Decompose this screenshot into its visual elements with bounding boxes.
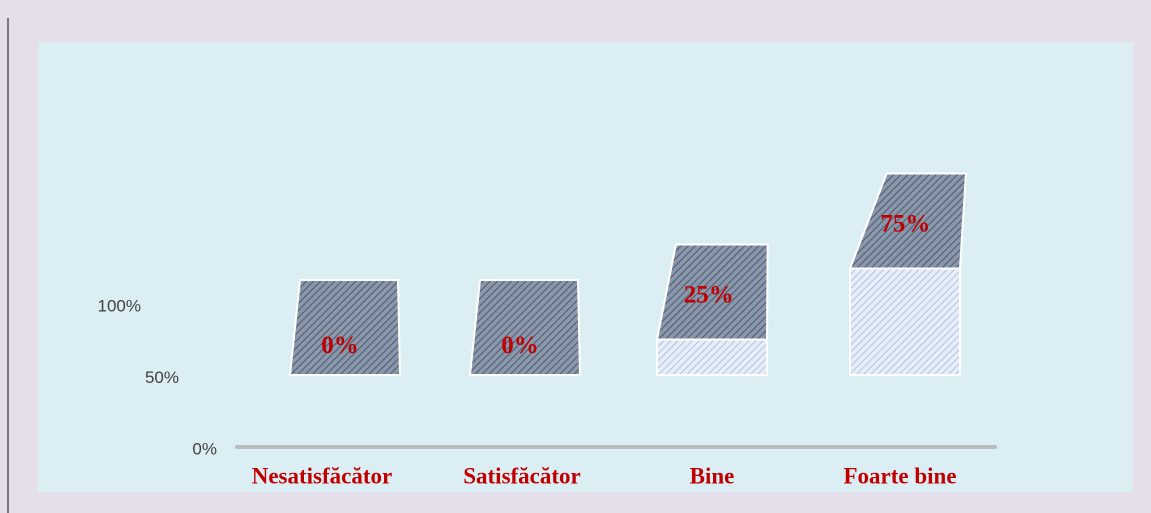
data-label: 25% [684,282,734,309]
y-tick-label: 50% [145,368,179,387]
bar-front [849,267,961,376]
bar-top [288,279,402,376]
bar-top [468,279,582,376]
bar-top [848,172,968,270]
bar-front [656,338,768,376]
data-label: 0% [501,332,539,359]
x-tick-label: Nesatisfăcător [252,463,393,488]
x-tick-label: Foarte bine [843,463,956,488]
plot-area [38,42,1133,492]
bar-top [655,243,769,341]
x-tick-label: Satisfăcător [463,463,581,488]
x-tick-label: Bine [690,463,735,488]
data-label: 0% [321,332,359,359]
y-tick-label: 100% [98,296,141,315]
y-tick-label: 0% [192,439,217,458]
data-label: 75% [880,211,930,238]
